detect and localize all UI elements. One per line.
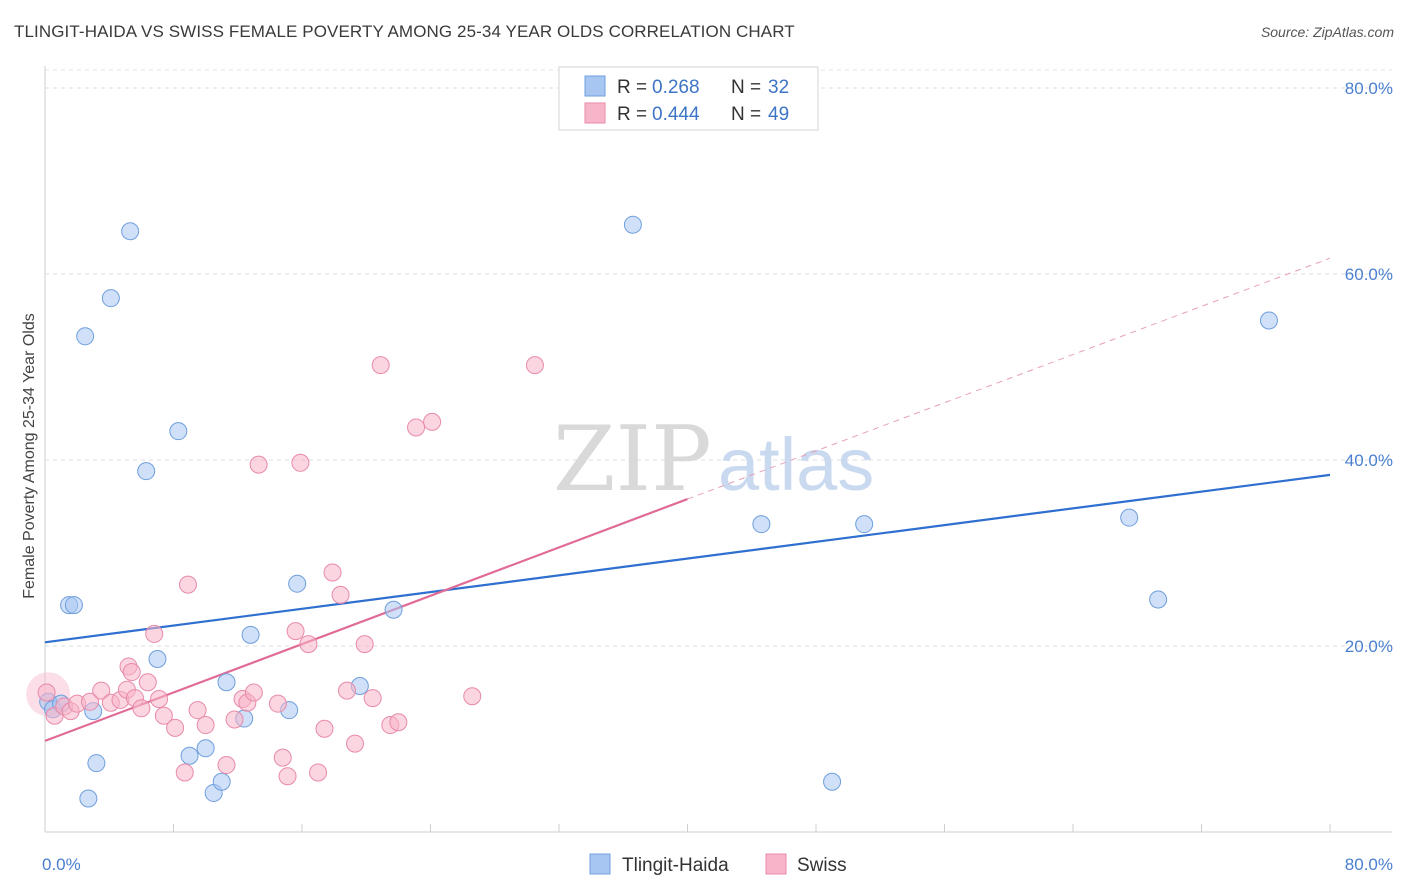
data-point <box>196 716 215 735</box>
data-point <box>225 710 244 729</box>
data-point <box>1149 590 1168 609</box>
data-point <box>1259 311 1278 330</box>
x-tick-label: 80.0% <box>1345 855 1393 874</box>
data-point <box>855 515 874 534</box>
data-point <box>188 701 207 720</box>
data-point <box>371 356 390 375</box>
stats-swatch-swiss <box>584 102 606 124</box>
data-point <box>331 585 350 604</box>
y-axis-label: Female Poverty Among 25-34 Year Olds <box>21 313 38 599</box>
data-point <box>76 327 95 346</box>
legend-swatch-tlingit <box>589 853 611 875</box>
data-point <box>268 694 287 713</box>
stats-r-value: 0.444 <box>652 104 700 125</box>
data-point <box>384 600 403 619</box>
data-point <box>337 681 356 700</box>
data-point <box>286 622 305 641</box>
stats-r-value: 0.268 <box>652 77 700 98</box>
data-point <box>273 748 292 767</box>
y-tick-label: 60.0% <box>1345 265 1393 284</box>
watermark-zip: ZIP <box>553 407 712 512</box>
data-point <box>166 718 185 737</box>
data-point <box>148 650 167 669</box>
data-point <box>121 222 140 241</box>
data-point <box>309 763 328 782</box>
y-tick-label: 20.0% <box>1345 637 1393 656</box>
y-tick-label: 40.0% <box>1345 451 1393 470</box>
data-point <box>178 575 197 594</box>
legend-label-tlingit: Tlingit-Haida <box>622 855 729 876</box>
data-point <box>363 689 382 708</box>
stats-r-label: R = <box>617 77 647 98</box>
tick-labels: 20.0% 40.0% 60.0% 80.0% 0.0% 80.0% <box>42 79 1393 874</box>
data-point <box>217 673 236 692</box>
source-label: Source: ZipAtlas.com <box>1260 24 1394 40</box>
data-point <box>323 563 342 582</box>
data-point <box>150 690 169 709</box>
data-point <box>525 356 544 375</box>
data-point <box>752 515 771 534</box>
stats-n-label: N = <box>731 77 761 98</box>
watermark-atlas: atlas <box>718 423 874 506</box>
data-point <box>346 734 365 753</box>
data-point <box>154 706 173 725</box>
watermark: ZIP atlas <box>553 407 874 512</box>
data-point <box>423 412 442 431</box>
bottom-legend: Tlingit-Haida Swiss <box>589 853 847 876</box>
data-point <box>138 673 157 692</box>
stats-n-value: 32 <box>768 77 789 98</box>
data-point <box>169 422 188 441</box>
data-point <box>299 635 318 654</box>
trend-line <box>44 473 1331 644</box>
data-point <box>217 756 236 775</box>
data-point <box>64 596 83 615</box>
data-point <box>389 713 408 732</box>
data-point <box>623 215 642 234</box>
data-point <box>196 739 215 758</box>
data-point <box>315 719 334 738</box>
stats-r-label: R = <box>617 104 647 125</box>
data-point <box>137 462 156 481</box>
data-point <box>355 635 374 654</box>
trend-line <box>687 257 1331 500</box>
data-point <box>180 746 199 765</box>
data-point <box>175 763 194 782</box>
legend-label-swiss: Swiss <box>797 855 847 876</box>
data-point <box>145 624 164 643</box>
trend-lines <box>44 257 1331 742</box>
data-point <box>80 692 99 711</box>
data-point <box>288 574 307 593</box>
stats-n-value: 49 <box>768 104 789 125</box>
chart-title: TLINGIT-HAIDA VS SWISS FEMALE POVERTY AM… <box>14 22 795 41</box>
y-tick-label: 80.0% <box>1345 79 1393 98</box>
data-point <box>407 418 426 437</box>
data-point <box>463 687 482 706</box>
data-point <box>291 453 310 472</box>
data-point <box>278 767 297 786</box>
stats-swatch-tlingit <box>584 75 606 97</box>
data-points <box>26 215 1278 808</box>
data-point <box>122 663 141 682</box>
legend-swatch-swiss <box>765 853 787 875</box>
data-point <box>212 772 231 791</box>
data-point <box>244 683 263 702</box>
data-point <box>87 754 106 773</box>
data-point <box>79 789 98 808</box>
x-tick-label: 0.0% <box>42 855 81 874</box>
stats-n-label: N = <box>731 104 761 125</box>
data-point <box>132 699 151 718</box>
data-point <box>1120 508 1139 527</box>
data-point <box>92 681 111 700</box>
data-point <box>823 772 842 791</box>
grid-lines <box>45 69 1392 647</box>
data-point <box>249 455 268 474</box>
data-point <box>241 625 260 644</box>
data-point <box>101 289 120 308</box>
data-point <box>37 683 56 702</box>
stats-legend: R = 0.268 N = 32 R = 0.444 N = 49 <box>558 66 819 131</box>
